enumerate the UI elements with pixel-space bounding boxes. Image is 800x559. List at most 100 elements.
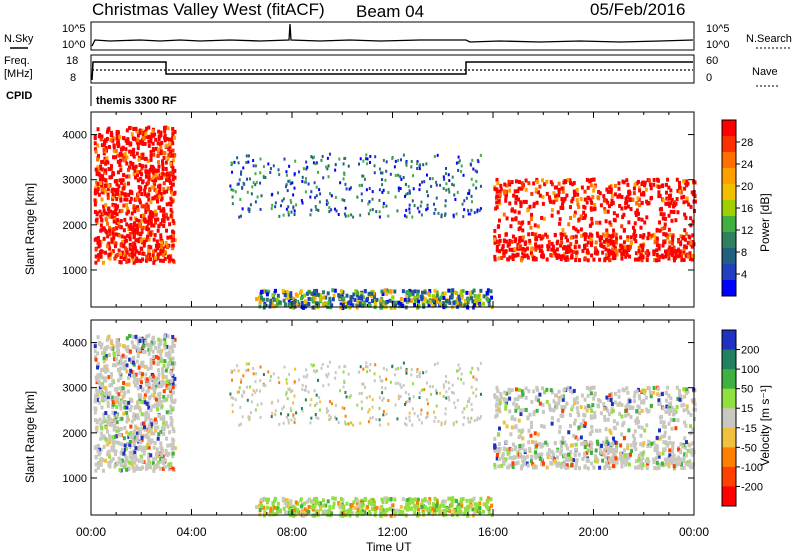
velocity-cell xyxy=(294,418,296,421)
power-cell xyxy=(306,166,308,169)
velocity-cell xyxy=(104,370,107,374)
velocity-cell xyxy=(603,453,606,457)
power-cell xyxy=(167,153,170,157)
power-cell xyxy=(322,295,325,299)
power-cell xyxy=(538,185,541,189)
velocity-cell xyxy=(238,369,240,372)
velocity-cell xyxy=(329,361,331,364)
nsky-label: N.Sky xyxy=(4,33,34,45)
velocity-cell xyxy=(374,509,377,513)
power-cell xyxy=(527,232,530,236)
velocity-cell xyxy=(316,394,318,397)
power-cell xyxy=(120,243,123,247)
power-cell xyxy=(433,212,435,215)
power-cell xyxy=(393,290,396,294)
power-cell xyxy=(94,238,97,242)
power-cell xyxy=(146,257,149,261)
velocity-cell xyxy=(448,396,450,399)
power-cell xyxy=(529,226,532,230)
velocity-cell xyxy=(365,361,367,364)
power-cell xyxy=(501,247,504,251)
velocity-cell xyxy=(445,397,447,400)
power-cell xyxy=(686,196,689,200)
power-cell xyxy=(510,240,513,244)
velocity-cell xyxy=(112,444,115,448)
velocity-cell xyxy=(116,426,119,430)
velocity-cell xyxy=(100,457,103,461)
velocity-cell xyxy=(404,506,407,510)
velocity-cell xyxy=(302,384,304,387)
power-cell xyxy=(254,172,256,175)
power-cell xyxy=(634,221,637,225)
power-cell xyxy=(590,217,593,221)
velocity-cell xyxy=(433,420,435,423)
power-cell xyxy=(95,150,98,154)
power-cell xyxy=(493,255,496,259)
velocity-cell xyxy=(271,501,274,505)
velocity-cell xyxy=(328,505,331,509)
power-cell xyxy=(149,168,152,172)
power-cell xyxy=(565,235,568,239)
velocity-cell xyxy=(113,465,116,469)
power-cell xyxy=(170,208,173,212)
power-cell xyxy=(237,183,239,186)
power-cell xyxy=(606,238,609,242)
power-cell xyxy=(648,178,651,182)
power-cell xyxy=(476,170,478,173)
power-cell xyxy=(609,251,612,255)
velocity-cell xyxy=(287,388,289,391)
velocity-cell xyxy=(111,423,114,427)
power-cell xyxy=(260,157,262,160)
velocity-cell xyxy=(339,389,341,392)
power-cell xyxy=(146,225,149,229)
velocity-cell xyxy=(448,399,450,402)
velocity-cell xyxy=(361,400,363,403)
power-cell xyxy=(471,159,473,162)
velocity-cell xyxy=(240,381,242,384)
power-cell xyxy=(414,299,417,303)
velocity-cell xyxy=(445,380,447,383)
velocity-cell xyxy=(258,512,261,516)
power-cell xyxy=(161,172,164,176)
power-cell xyxy=(638,189,641,193)
power-cell xyxy=(104,184,107,188)
velocity-cell xyxy=(658,393,661,397)
power-cell xyxy=(398,189,400,192)
velocity-cell xyxy=(154,441,157,445)
power-cell xyxy=(607,243,610,247)
power-cell xyxy=(532,181,535,185)
velocity-cell xyxy=(333,502,336,506)
power-cell xyxy=(570,236,573,240)
power-cell xyxy=(530,217,533,221)
power-cell xyxy=(398,186,400,189)
power-cell xyxy=(121,191,124,195)
power-cell xyxy=(328,297,331,301)
velocity-cell xyxy=(104,437,107,441)
velocity-cell xyxy=(396,417,398,420)
power-cell xyxy=(444,292,447,296)
power-cell xyxy=(348,306,351,310)
power-cell xyxy=(372,208,374,211)
velocity-cell xyxy=(375,418,377,421)
power-cell xyxy=(502,251,505,255)
velocity-cell xyxy=(639,434,642,438)
power-cell xyxy=(240,173,242,176)
power-cell xyxy=(392,295,395,299)
power-cell xyxy=(663,240,666,244)
velocity-cell xyxy=(157,368,160,372)
power-cell xyxy=(159,184,162,188)
power-cell xyxy=(493,238,496,242)
velocity-cell xyxy=(229,393,231,396)
power-cell xyxy=(682,195,685,199)
power-cell xyxy=(322,155,324,158)
power-cell xyxy=(104,189,107,193)
power-cell xyxy=(113,211,116,215)
velocity-cell xyxy=(448,381,450,384)
velocity-cell xyxy=(149,465,152,469)
velocity-cell xyxy=(379,418,381,421)
power-cell xyxy=(327,201,329,204)
velocity-cell xyxy=(575,448,578,452)
power-cell xyxy=(613,218,616,222)
power-cell xyxy=(668,240,671,244)
velocity-cell xyxy=(327,499,330,503)
